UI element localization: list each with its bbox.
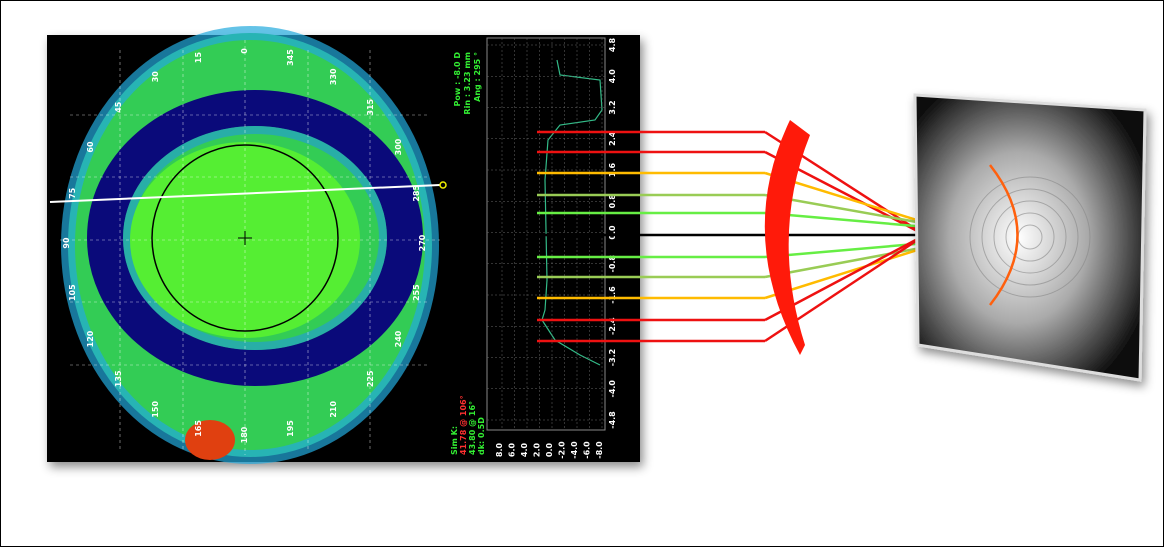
readout: Pow : -8.0 D: [453, 52, 462, 107]
angle-label: 75: [68, 187, 77, 199]
y-tick-label: 3.2: [608, 100, 617, 114]
angle-label: 165: [194, 420, 203, 437]
angle-label: 300: [394, 138, 403, 155]
y-tick-label: 4.0: [608, 69, 617, 84]
readout: Ang : 295 °: [473, 52, 482, 102]
angle-label: 285: [412, 185, 421, 202]
y-tick-label: -4.0: [608, 380, 617, 398]
angle-label: 135: [114, 370, 123, 387]
angle-label: 240: [394, 330, 403, 347]
sim-k: Sim K:: [450, 426, 459, 455]
angle-label: 225: [366, 370, 375, 387]
y-tick-label: 4.8: [608, 37, 617, 52]
readout: Rin : 3.23 mm: [463, 52, 472, 115]
x-tick-label: 4.0: [520, 442, 529, 457]
x-tick-label: 0.0: [545, 442, 554, 457]
angle-label: 210: [329, 400, 338, 417]
x-tick-label: -6.0: [583, 441, 592, 459]
y-tick-label: -1.6: [608, 286, 617, 304]
x-tick-label: -8.0: [595, 441, 604, 459]
y-tick-label: -3.2: [608, 349, 617, 367]
screen: [915, 95, 1145, 380]
sim-k: dk: 0.5D: [477, 417, 486, 455]
angle-label: 270: [418, 234, 427, 251]
angle-label: 315: [366, 98, 375, 115]
y-tick-label: 1.6: [608, 162, 617, 177]
angle-label: 330: [329, 68, 338, 85]
x-tick-label: -4.0: [570, 441, 579, 459]
profile-plot: 4.84.03.22.41.60.80.0-0.8-1.6-2.4-3.2-4.…: [487, 37, 617, 458]
angle-label: 120: [86, 330, 95, 347]
x-tick-label: -2.0: [558, 441, 567, 459]
y-tick-label: -4.8: [608, 411, 617, 429]
sim-k: 41.78 @ 106°: [459, 395, 468, 455]
sim-k: 43.80 @ 16°: [468, 401, 477, 455]
angle-label: 30: [151, 71, 160, 83]
angle-label: 45: [114, 101, 123, 113]
x-tick-label: 8.0: [495, 442, 504, 457]
angle-label: 150: [151, 400, 160, 417]
angle-label: 0: [240, 48, 249, 54]
angle-label: 105: [68, 284, 77, 301]
angle-label: 90: [62, 237, 71, 249]
angle-label: 180: [240, 426, 249, 443]
x-tick-label: 2.0: [533, 442, 542, 457]
angle-label: 345: [286, 49, 295, 66]
angle-label: 60: [86, 141, 95, 153]
x-tick-label: 6.0: [508, 442, 517, 457]
y-tick-label: 0.0: [608, 225, 617, 240]
y-tick-label: 2.4: [608, 131, 617, 146]
angle-label: 255: [412, 284, 421, 301]
topography-map: Pow : -8.0 D Rin : 3.23 mm Ang : 295 ° S…: [47, 33, 640, 462]
angle-label: 15: [194, 52, 203, 64]
angle-label: 195: [286, 420, 295, 437]
figure: Pow : -8.0 D Rin : 3.23 mm Ang : 295 ° S…: [0, 0, 1164, 547]
